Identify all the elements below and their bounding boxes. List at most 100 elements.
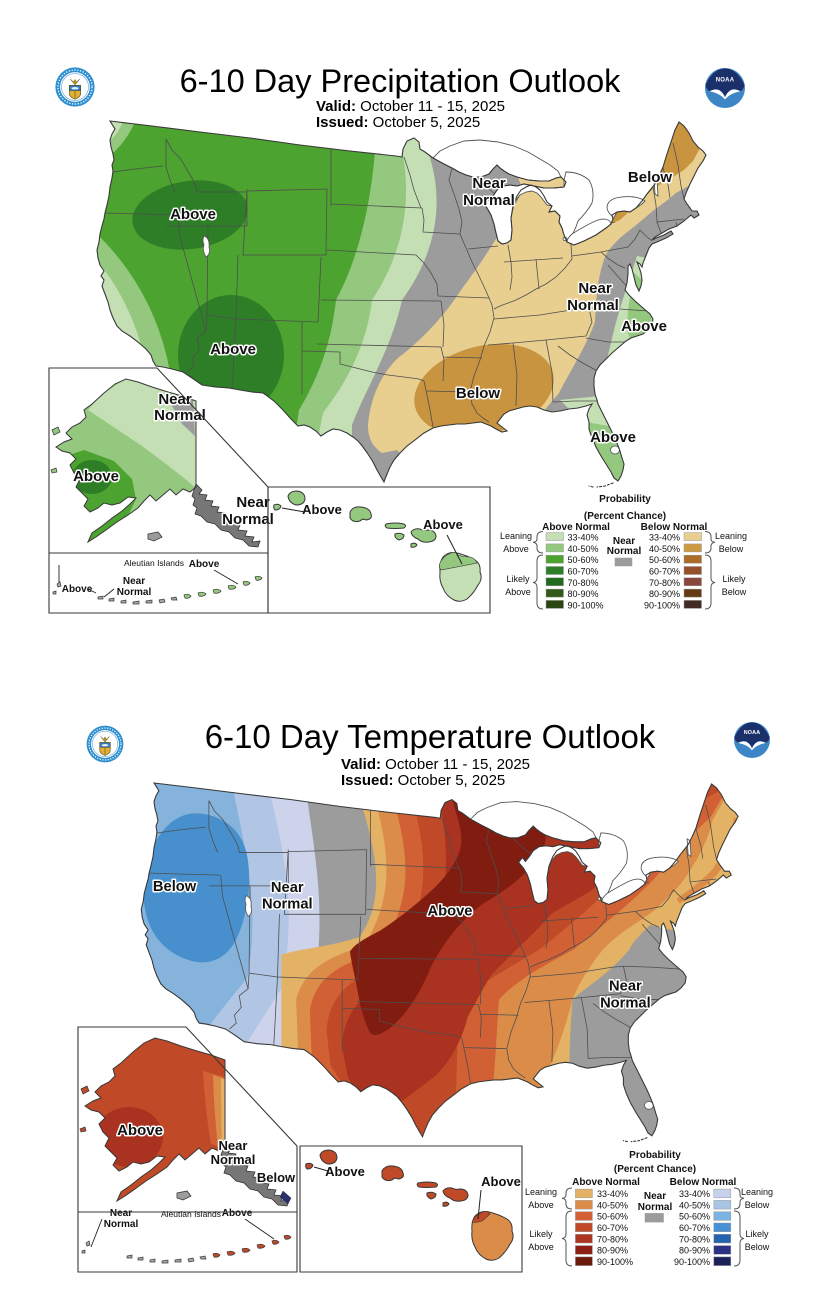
svg-text:(Percent Chance): (Percent Chance) — [584, 511, 666, 522]
svg-text:Near: Near — [271, 880, 304, 896]
svg-text:Below Normal: Below Normal — [641, 522, 708, 533]
svg-text:Leaning: Leaning — [741, 1187, 773, 1197]
svg-text:Aleutian Islands: Aleutian Islands — [161, 1209, 221, 1219]
svg-text:Below: Below — [153, 879, 197, 895]
svg-text:80-90%: 80-90% — [568, 589, 599, 599]
svg-text:Above Normal: Above Normal — [572, 1177, 640, 1188]
svg-text:Above: Above — [505, 587, 531, 597]
svg-text:80-90%: 80-90% — [679, 1246, 710, 1256]
svg-text:Issued: October 5, 2025: Issued: October 5, 2025 — [316, 114, 480, 131]
svg-text:Above: Above — [528, 1242, 554, 1252]
svg-text:Above: Above — [73, 468, 119, 485]
svg-text:Near: Near — [219, 1138, 248, 1153]
svg-text:Above: Above — [423, 517, 463, 532]
svg-text:Above: Above — [325, 1164, 365, 1179]
svg-text:Leaning: Leaning — [715, 531, 747, 541]
svg-text:60-70%: 60-70% — [568, 567, 599, 577]
svg-text:50-60%: 50-60% — [679, 1212, 710, 1222]
svg-text:Probability: Probability — [599, 494, 651, 505]
svg-text:(Percent Chance): (Percent Chance) — [614, 1164, 696, 1175]
svg-text:Above: Above — [189, 559, 220, 570]
svg-text:60-70%: 60-70% — [679, 1223, 710, 1233]
svg-text:6-10 Day Precipitation Outlook: 6-10 Day Precipitation Outlook — [180, 63, 622, 99]
svg-text:Near: Near — [578, 280, 612, 297]
svg-text:Normal: Normal — [463, 192, 515, 209]
svg-text:Normal: Normal — [117, 587, 152, 598]
svg-text:80-90%: 80-90% — [649, 589, 680, 599]
svg-text:40-50%: 40-50% — [568, 544, 599, 554]
svg-text:60-70%: 60-70% — [597, 1223, 628, 1233]
svg-text:70-80%: 70-80% — [679, 1234, 710, 1244]
svg-text:Near: Near — [613, 536, 635, 547]
svg-text:Aleutian Islands: Aleutian Islands — [124, 558, 184, 568]
svg-text:Above: Above — [62, 584, 93, 595]
svg-text:Probability: Probability — [629, 1150, 681, 1161]
svg-text:Above: Above — [428, 903, 473, 919]
svg-text:50-60%: 50-60% — [649, 555, 680, 565]
svg-text:Above: Above — [503, 544, 529, 554]
svg-text:33-40%: 33-40% — [679, 1189, 710, 1199]
svg-text:70-80%: 70-80% — [597, 1234, 628, 1244]
svg-text:90-100%: 90-100% — [644, 600, 680, 610]
svg-text:Below: Below — [745, 1200, 770, 1210]
svg-text:Above Normal: Above Normal — [542, 522, 610, 533]
svg-text:Above: Above — [170, 206, 216, 223]
svg-text:Below: Below — [719, 544, 744, 554]
svg-text:33-40%: 33-40% — [597, 1189, 628, 1199]
svg-text:80-90%: 80-90% — [597, 1246, 628, 1256]
svg-text:Above: Above — [302, 502, 342, 517]
svg-text:Above: Above — [590, 429, 636, 446]
svg-text:Near: Near — [236, 494, 270, 511]
svg-text:Near: Near — [609, 979, 642, 995]
svg-text:Below: Below — [745, 1242, 770, 1252]
svg-text:Normal: Normal — [262, 896, 313, 912]
svg-text:Near: Near — [472, 175, 506, 192]
svg-text:40-50%: 40-50% — [649, 544, 680, 554]
svg-text:Above: Above — [210, 341, 256, 358]
svg-text:90-100%: 90-100% — [597, 1257, 633, 1267]
svg-text:90-100%: 90-100% — [674, 1257, 710, 1267]
svg-text:Near: Near — [158, 391, 192, 408]
svg-text:Above: Above — [117, 1122, 163, 1139]
svg-text:40-50%: 40-50% — [597, 1200, 628, 1210]
svg-text:70-80%: 70-80% — [649, 578, 680, 588]
svg-text:Near: Near — [110, 1208, 132, 1219]
svg-text:50-60%: 50-60% — [597, 1212, 628, 1222]
svg-text:Issued: October 5, 2025: Issued: October 5, 2025 — [341, 772, 505, 789]
svg-text:Valid: October 11 - 15, 2025: Valid: October 11 - 15, 2025 — [341, 756, 530, 773]
svg-text:Below: Below — [456, 385, 501, 402]
svg-text:Above: Above — [481, 1174, 521, 1189]
svg-text:Leaning: Leaning — [525, 1187, 557, 1197]
svg-text:33-40%: 33-40% — [568, 533, 599, 543]
svg-text:Normal: Normal — [600, 995, 651, 1011]
svg-text:Below: Below — [722, 587, 747, 597]
svg-text:Near: Near — [123, 576, 145, 587]
svg-text:Below Normal: Below Normal — [670, 1177, 737, 1188]
svg-text:Normal: Normal — [638, 1202, 673, 1213]
svg-text:Normal: Normal — [104, 1219, 139, 1230]
svg-text:Normal: Normal — [222, 511, 274, 528]
svg-text:6-10 Day Temperature Outlook: 6-10 Day Temperature Outlook — [205, 718, 656, 755]
svg-text:Normal: Normal — [154, 407, 206, 424]
svg-text:Near: Near — [644, 1191, 666, 1202]
svg-text:40-50%: 40-50% — [679, 1200, 710, 1210]
svg-text:Above: Above — [621, 318, 667, 335]
svg-text:Above: Above — [222, 1208, 253, 1219]
svg-text:33-40%: 33-40% — [649, 533, 680, 543]
svg-text:Normal: Normal — [607, 546, 642, 557]
svg-text:Normal: Normal — [567, 297, 619, 314]
svg-text:Normal: Normal — [211, 1152, 256, 1167]
svg-text:60-70%: 60-70% — [649, 567, 680, 577]
svg-text:90-100%: 90-100% — [568, 600, 604, 610]
svg-text:Leaning: Leaning — [500, 531, 532, 541]
svg-text:Below: Below — [257, 1170, 296, 1185]
svg-text:Likely: Likely — [529, 1229, 553, 1239]
svg-text:Below: Below — [628, 169, 673, 186]
svg-text:Likely: Likely — [745, 1229, 769, 1239]
svg-text:70-80%: 70-80% — [568, 578, 599, 588]
svg-text:50-60%: 50-60% — [568, 555, 599, 565]
svg-text:Valid: October 11 - 15, 2025: Valid: October 11 - 15, 2025 — [316, 98, 505, 115]
svg-text:Likely: Likely — [722, 574, 746, 584]
svg-text:Above: Above — [528, 1200, 554, 1210]
svg-text:Likely: Likely — [506, 574, 530, 584]
